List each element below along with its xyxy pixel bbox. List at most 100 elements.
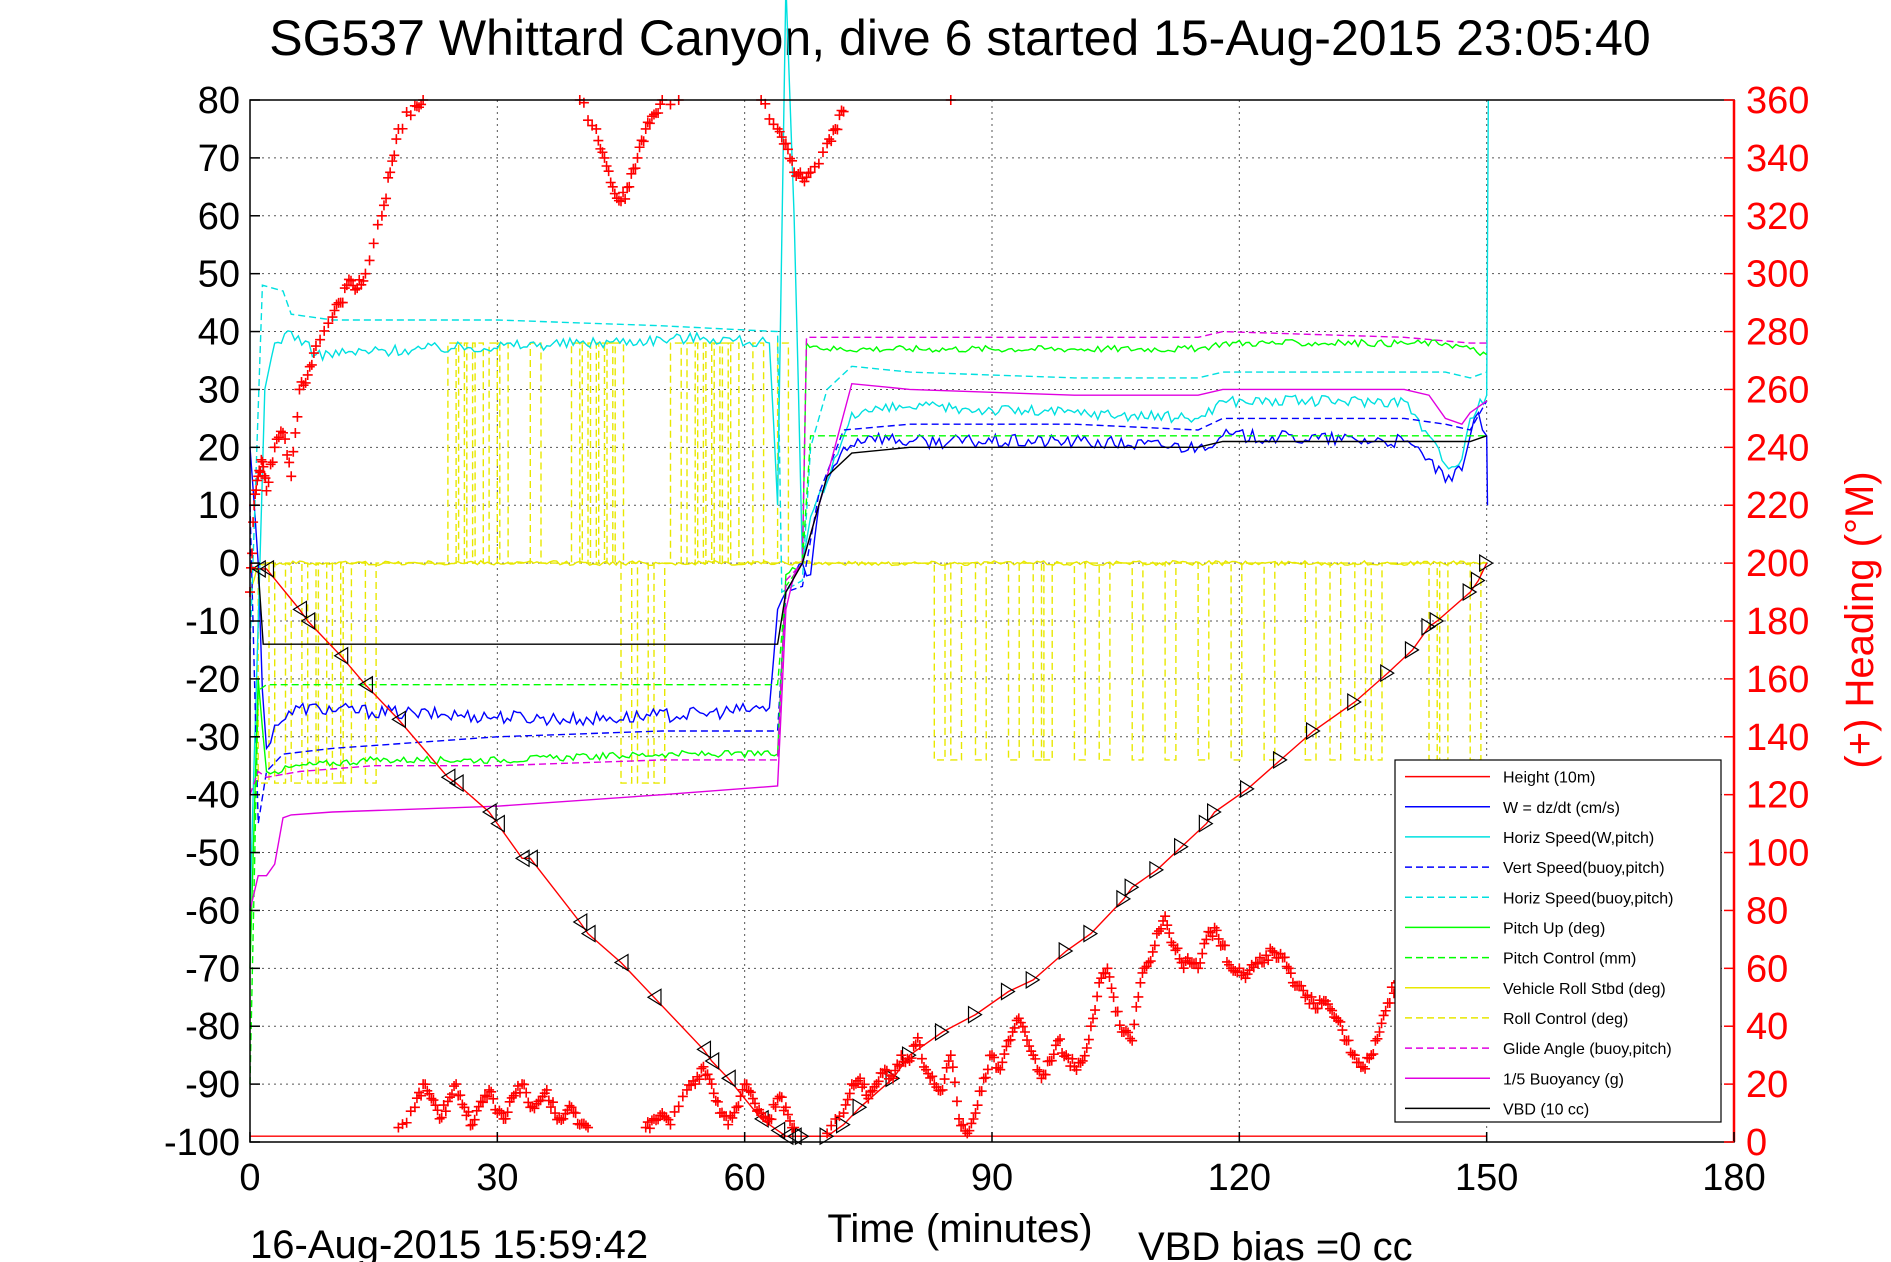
heading-marker xyxy=(449,1081,460,1092)
depth-marker xyxy=(696,1040,712,1059)
heading-marker xyxy=(655,99,666,110)
heading-marker xyxy=(300,377,311,388)
heading-marker xyxy=(665,99,676,110)
depth-marker xyxy=(572,912,588,932)
heading-marker xyxy=(669,1106,680,1117)
heading-marker xyxy=(469,1114,480,1125)
y-tick-label: -20 xyxy=(185,659,240,701)
heading-marker xyxy=(644,1123,655,1134)
heading-marker xyxy=(888,1073,899,1084)
legend-label: 1/5 Buoyancy (g) xyxy=(1503,1071,1624,1088)
legend-label: Height (10m) xyxy=(1503,770,1595,787)
heading-marker xyxy=(519,1079,530,1090)
y-tick-label: 50 xyxy=(198,254,240,296)
heading-marker xyxy=(801,172,812,183)
heading-marker xyxy=(879,1064,890,1075)
heading-marker xyxy=(1131,1001,1142,1012)
heading-marker xyxy=(1052,1035,1063,1046)
heading-marker xyxy=(665,1119,676,1130)
heading-marker xyxy=(580,1120,591,1131)
heading-marker xyxy=(284,457,295,468)
heading-marker xyxy=(1279,952,1290,963)
heading-marker xyxy=(372,219,383,230)
heading-marker xyxy=(329,305,340,316)
heading-marker xyxy=(1114,1020,1125,1031)
heading-marker xyxy=(1077,1055,1088,1066)
heading-marker xyxy=(368,238,379,249)
heading-marker xyxy=(1281,961,1292,972)
heading-marker xyxy=(634,142,645,153)
heading-marker xyxy=(951,1096,962,1107)
heading-marker xyxy=(945,1050,956,1061)
heading-marker xyxy=(997,1057,1008,1068)
heading-marker xyxy=(642,117,653,128)
heading-marker xyxy=(956,1120,967,1131)
heading-marker xyxy=(259,470,270,481)
heading-marker xyxy=(840,1099,851,1110)
series-line xyxy=(249,338,1488,969)
heading-marker xyxy=(591,123,602,134)
heading-marker xyxy=(265,459,276,470)
heading-marker xyxy=(620,193,631,204)
heading-marker xyxy=(694,1074,705,1085)
heading-marker xyxy=(908,1041,919,1052)
x-axis-label: Time (minutes) xyxy=(827,1207,1092,1251)
heading-marker xyxy=(1195,957,1206,968)
heading-marker xyxy=(609,188,620,199)
heading-marker xyxy=(954,1113,965,1124)
depth-marker xyxy=(967,1005,983,1024)
right-tick-label: 320 xyxy=(1746,196,1809,238)
heading-marker xyxy=(455,1090,466,1101)
heading-marker xyxy=(1153,926,1164,937)
heading-marker xyxy=(310,341,321,352)
heading-marker xyxy=(636,135,647,146)
heading-marker xyxy=(729,1107,740,1118)
depth-marker xyxy=(1058,941,1074,961)
heading-marker xyxy=(896,1050,907,1061)
heading-marker xyxy=(275,426,286,437)
right-tick-label: 280 xyxy=(1746,312,1809,354)
heading-marker xyxy=(500,1113,511,1124)
heading-marker xyxy=(844,1088,855,1099)
heading-marker xyxy=(451,1079,462,1090)
right-tick-label: 200 xyxy=(1746,543,1809,585)
heading-marker xyxy=(702,1069,713,1080)
legend-label: Vert Speed(buoy,pitch) xyxy=(1503,860,1665,877)
heading-marker xyxy=(496,1108,507,1119)
heading-marker xyxy=(397,123,408,134)
y-tick-label: 30 xyxy=(198,369,240,411)
heading-marker xyxy=(774,126,785,137)
heading-marker xyxy=(987,1050,997,1061)
heading-marker xyxy=(743,1085,754,1096)
heading-marker xyxy=(745,1087,756,1098)
heading-marker xyxy=(782,1109,793,1120)
heading-marker xyxy=(290,427,301,438)
depth-marker xyxy=(490,814,505,833)
heading-marker xyxy=(1024,1041,1035,1052)
heading-marker xyxy=(1156,923,1167,934)
heading-marker xyxy=(1349,1050,1360,1061)
heading-marker xyxy=(378,200,389,211)
heading-marker xyxy=(1005,1034,1016,1045)
heading-marker xyxy=(315,334,326,345)
y-tick-label: 0 xyxy=(219,543,240,585)
heading-marker xyxy=(1090,1005,1101,1016)
heading-marker xyxy=(741,1079,752,1090)
heading-marker xyxy=(925,1072,936,1083)
right-tick-label: 40 xyxy=(1746,1006,1788,1048)
depth-marker xyxy=(1116,889,1132,908)
heading-marker xyxy=(566,1102,577,1113)
heading-marker xyxy=(360,268,371,279)
y-tick-label: -80 xyxy=(185,1006,240,1048)
heading-marker xyxy=(785,153,796,164)
heading-marker xyxy=(1127,1035,1138,1046)
heading-marker xyxy=(1013,1013,1024,1024)
heading-marker xyxy=(246,562,257,573)
heading-marker xyxy=(1285,968,1296,979)
heading-marker xyxy=(838,106,849,117)
heading-marker xyxy=(391,134,402,145)
depth-marker xyxy=(358,675,374,694)
heading-marker xyxy=(1207,931,1218,942)
heading-marker xyxy=(982,1064,993,1075)
heading-marker xyxy=(1378,1010,1389,1021)
